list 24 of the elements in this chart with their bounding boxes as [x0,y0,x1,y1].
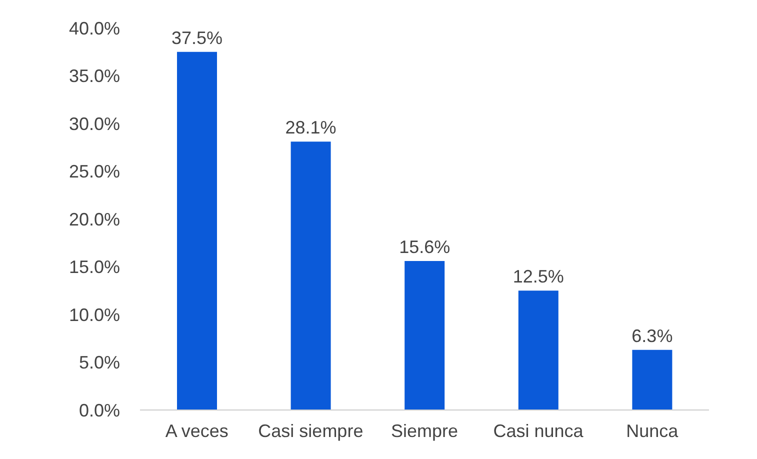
bar [404,261,445,410]
data-label: 37.5% [171,28,223,48]
y-tick-label: 35.0% [68,66,120,86]
y-tick-label: 0.0% [78,400,120,420]
y-tick-label: 15.0% [68,257,120,278]
y-tick-label: 20.0% [68,209,120,230]
x-tick-label: Casi siempre [258,420,364,441]
data-label: 28.1% [285,118,336,138]
bar [290,142,331,410]
y-tick-label: 5.0% [78,352,120,373]
x-tick-label: Siempre [390,420,458,441]
y-tick-label: 10.0% [68,304,120,325]
y-tick-label: 25.0% [68,162,120,182]
y-tick-label: 30.0% [68,114,120,134]
y-tick-label: 40.0% [68,18,120,38]
data-label: 6.3% [632,326,673,346]
x-tick-label: Nunca [626,420,680,441]
bar [632,350,672,410]
data-label: 15.6% [399,237,450,258]
bar [518,290,558,410]
bar [177,52,217,410]
x-tick-label: A veces [165,420,228,441]
data-label: 12.5% [512,266,564,287]
x-tick-label: Casi nunca [493,420,584,441]
